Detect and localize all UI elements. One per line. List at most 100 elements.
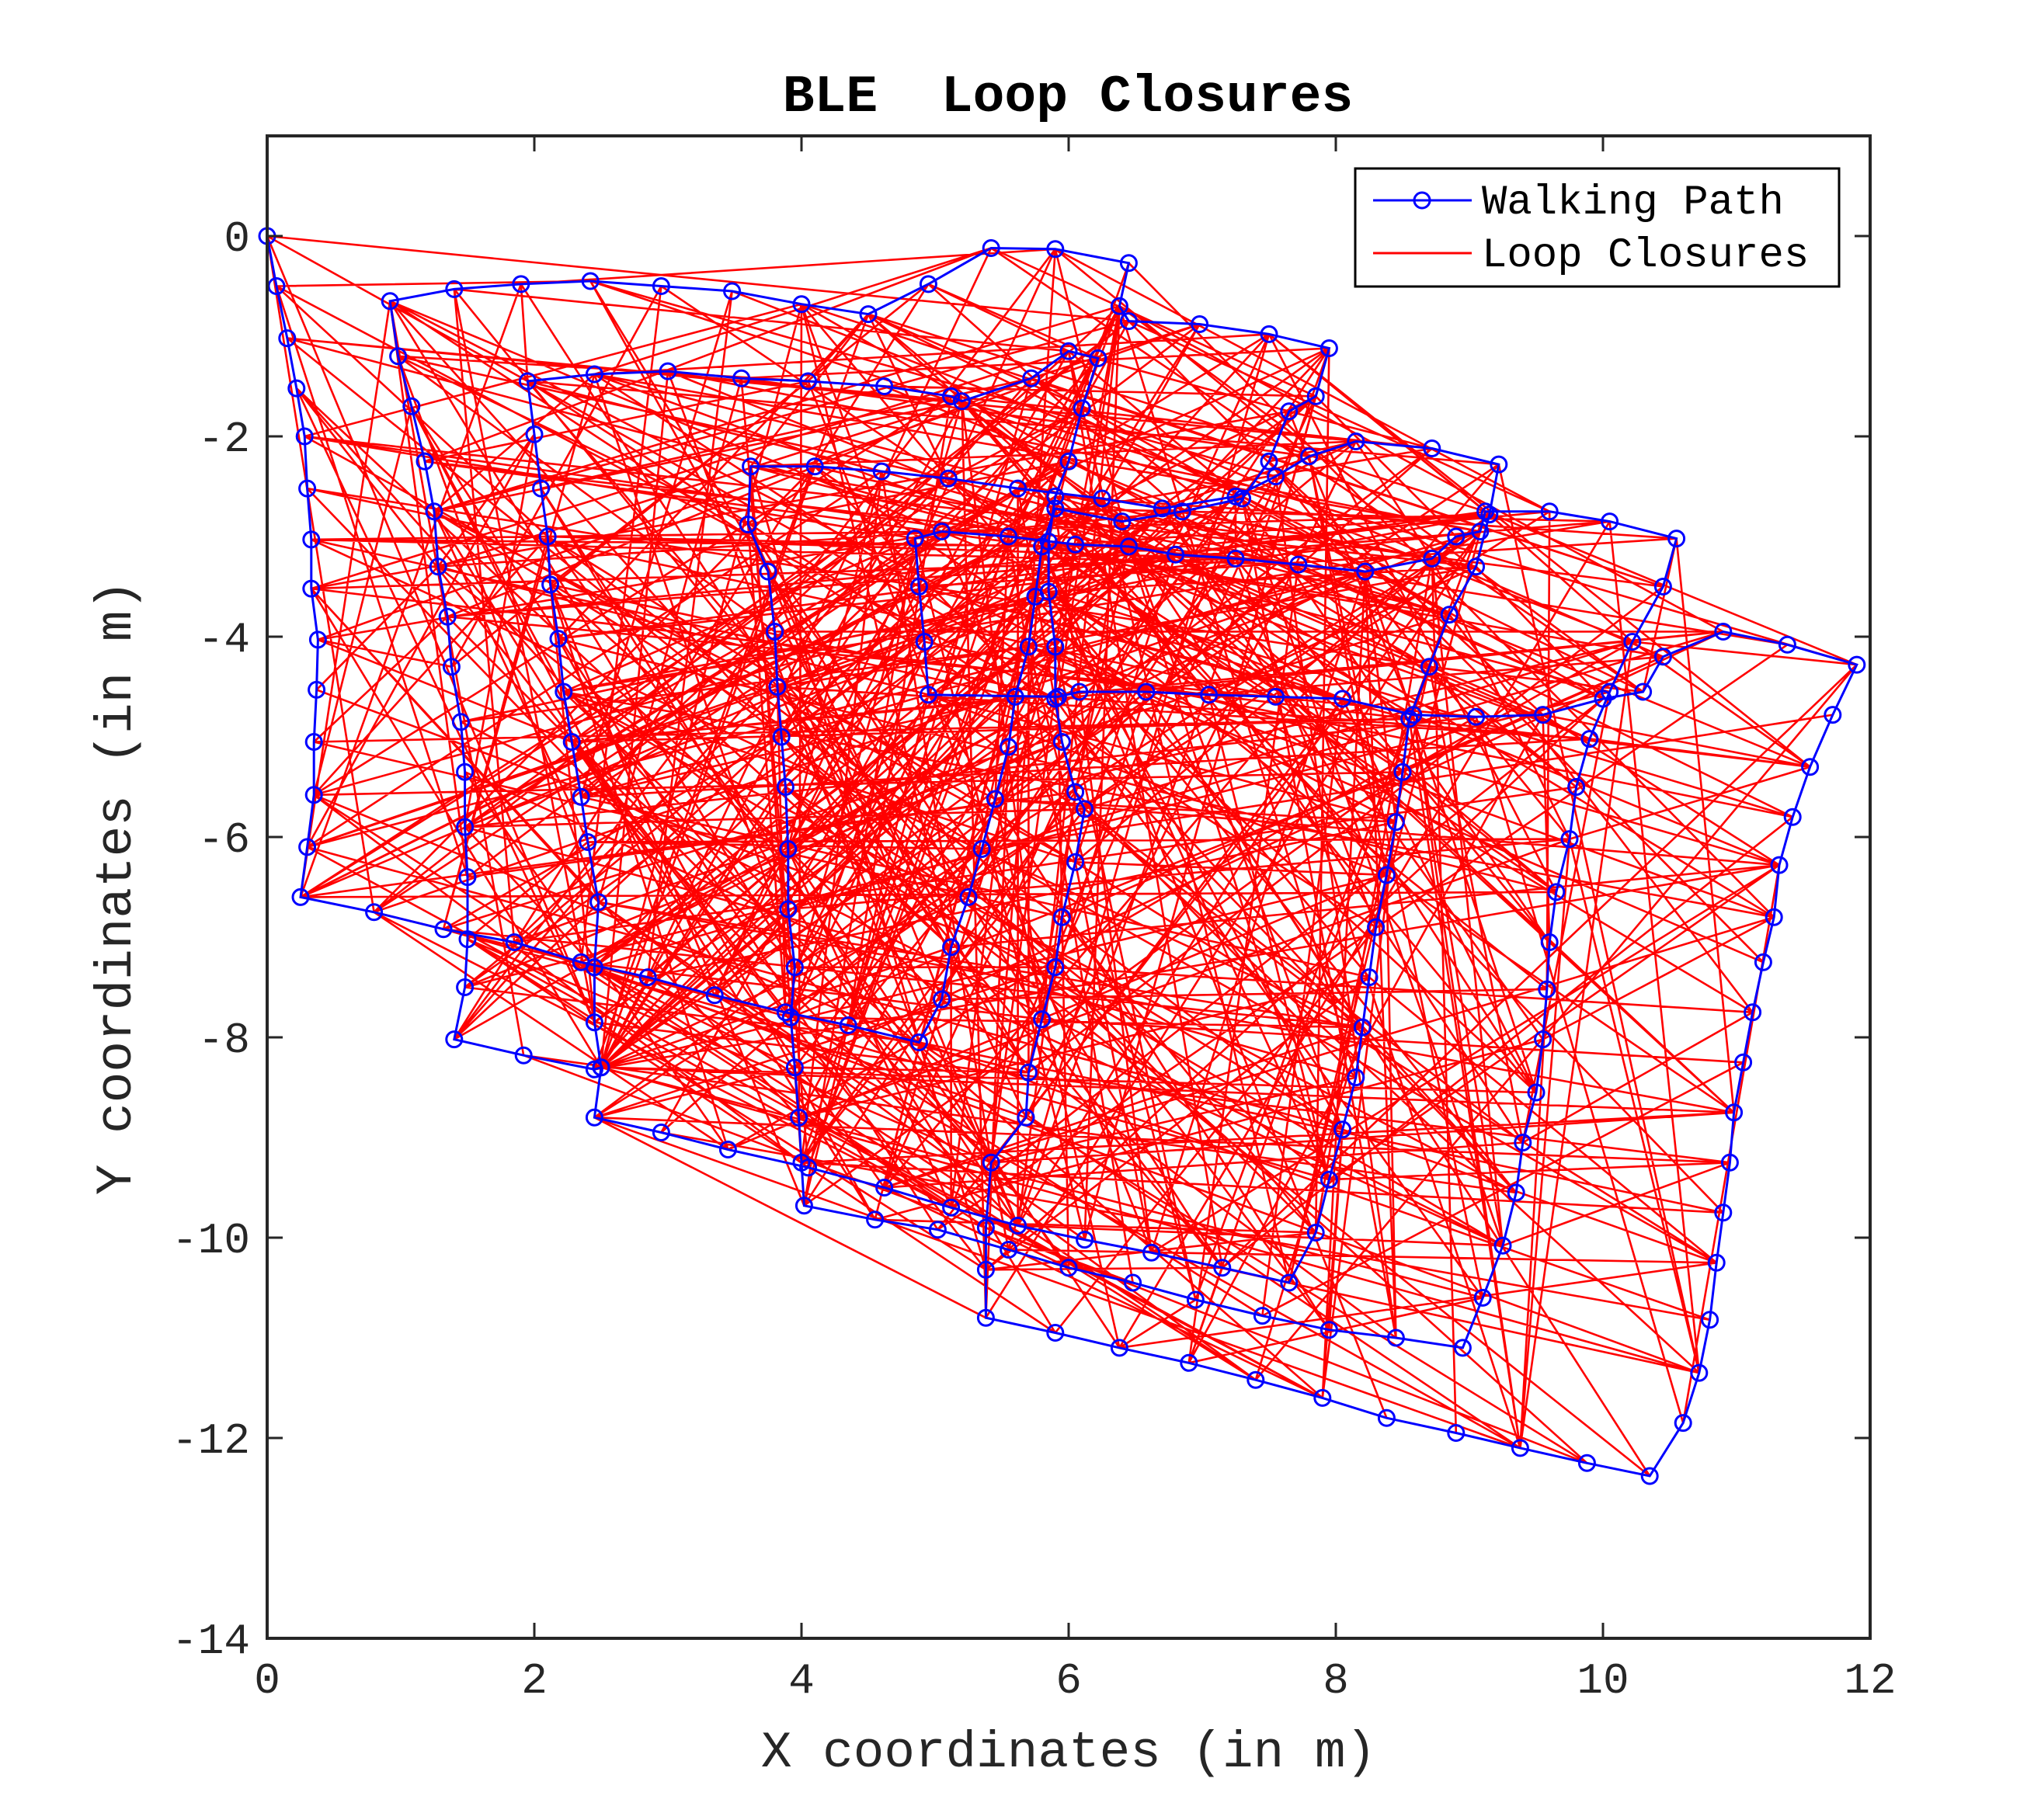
walking-path-point: [1213, 1259, 1232, 1277]
walking-path-point: [785, 1058, 804, 1077]
walking-path-point: [458, 930, 477, 949]
walking-path-point: [287, 379, 306, 398]
walking-path-point: [1640, 1467, 1659, 1485]
walking-path-point: [1333, 689, 1352, 708]
walking-path-point: [1754, 953, 1772, 971]
walking-path-point: [919, 686, 937, 704]
walking-path-point: [1778, 635, 1796, 654]
loop-closures-layer: [266, 234, 1858, 1478]
walking-path-point: [1404, 706, 1423, 724]
walking-path-point: [1360, 968, 1379, 987]
walking-path-point: [1119, 537, 1138, 556]
walking-path-point: [585, 1013, 603, 1032]
legend-walking-path-label: Walking Path: [1482, 179, 1784, 227]
walking-path-point: [434, 920, 453, 939]
walking-path-point: [799, 1158, 818, 1177]
walking-path-point: [1701, 1311, 1719, 1329]
walking-path-point: [1744, 1003, 1762, 1022]
walking-path-point: [298, 479, 317, 498]
walking-path-point: [1386, 1329, 1405, 1347]
walking-path-point: [308, 680, 326, 699]
walking-path-point: [1009, 479, 1027, 498]
walking-path-point: [776, 778, 794, 796]
walking-path-point: [1480, 505, 1499, 524]
walking-path-point: [939, 469, 958, 488]
ticks-layer: 0 2 4 6 8 10 12 0 -2 -4 -6 -8 -10 -12 -14: [172, 136, 1897, 1706]
walking-path-point: [732, 369, 751, 387]
walking-path-point: [1137, 682, 1156, 701]
walking-path-point: [1377, 866, 1396, 884]
walking-path-point: [1039, 582, 1058, 601]
walking-path-point: [302, 530, 321, 549]
walking-path-point: [1046, 689, 1065, 708]
walking-path-point: [1320, 1170, 1338, 1189]
walking-path-point: [562, 733, 581, 751]
walking-path-point: [781, 1008, 800, 1026]
walking-path-point: [1467, 557, 1486, 576]
walking-path-point: [1039, 533, 1058, 551]
walking-path-point: [1046, 1324, 1065, 1342]
walking-path-point: [779, 900, 798, 919]
legend-loop-closures-label: Loop Closures: [1482, 232, 1809, 280]
walking-path-point: [919, 275, 937, 293]
walking-path-point: [1490, 455, 1508, 474]
walking-path-point: [1300, 447, 1319, 466]
walking-path-point: [1110, 297, 1128, 315]
walking-path-point: [1356, 562, 1375, 581]
walking-path-point: [1534, 1030, 1552, 1049]
walking-path-point: [1226, 487, 1245, 505]
walking-path-point: [1471, 523, 1490, 540]
walking-path-point: [1119, 312, 1138, 331]
walking-path-point: [785, 958, 804, 977]
walking-path-point: [1033, 1010, 1052, 1029]
walking-path-point: [875, 377, 894, 395]
walking-path-point: [1113, 512, 1132, 531]
walking-path-point: [1333, 1120, 1352, 1139]
walking-path-point: [1093, 489, 1111, 508]
walking-path-point: [739, 516, 757, 533]
walking-path-point: [718, 1141, 737, 1158]
walking-path-point: [1173, 502, 1191, 521]
walking-path-point: [1070, 682, 1089, 701]
walking-path-point: [365, 903, 384, 922]
walking-path-point: [549, 630, 568, 648]
walking-path-point: [585, 365, 603, 384]
walking-path-point: [1048, 687, 1067, 706]
walking-path-point: [1046, 499, 1065, 518]
walking-path-point: [1386, 813, 1405, 832]
walking-path-point: [1267, 467, 1285, 486]
walking-path-point: [1280, 1273, 1299, 1292]
walking-path-point: [1320, 1321, 1338, 1339]
walking-path-point: [933, 523, 951, 540]
walking-path-point: [1567, 778, 1586, 796]
walking-path-point: [875, 1179, 894, 1197]
walking-path-point: [1226, 549, 1245, 568]
walking-path-point: [1420, 658, 1438, 676]
walking-path-point: [872, 462, 891, 481]
walking-path-point: [278, 329, 297, 348]
walking-path-point: [1527, 1083, 1546, 1102]
walking-path-point: [456, 762, 475, 781]
walking-path-point: [906, 530, 924, 548]
walking-path-point: [1393, 762, 1412, 781]
walking-path-point: [1577, 1454, 1596, 1472]
walking-path-point: [1473, 1288, 1492, 1307]
walking-path-point: [1186, 1290, 1205, 1309]
walking-path-point: [1714, 623, 1733, 641]
walking-path-point: [1306, 1224, 1325, 1242]
walking-path-point: [456, 978, 475, 996]
walking-path-point: [585, 1108, 603, 1127]
walking-path-point: [555, 682, 573, 701]
walking-path-point: [792, 295, 811, 314]
walking-path-point: [659, 362, 677, 380]
walking-path-point: [1076, 1231, 1094, 1249]
walking-path-point: [1377, 1408, 1396, 1427]
walking-path-point: [389, 347, 408, 366]
walking-path-point: [928, 1221, 947, 1239]
walking-path-point: [652, 277, 670, 295]
walking-path-point: [525, 425, 544, 443]
walking-path-point: [1073, 399, 1091, 418]
walking-path-point: [972, 840, 991, 858]
walking-path-point: [1066, 783, 1085, 801]
walking-path-point: [1467, 707, 1486, 726]
